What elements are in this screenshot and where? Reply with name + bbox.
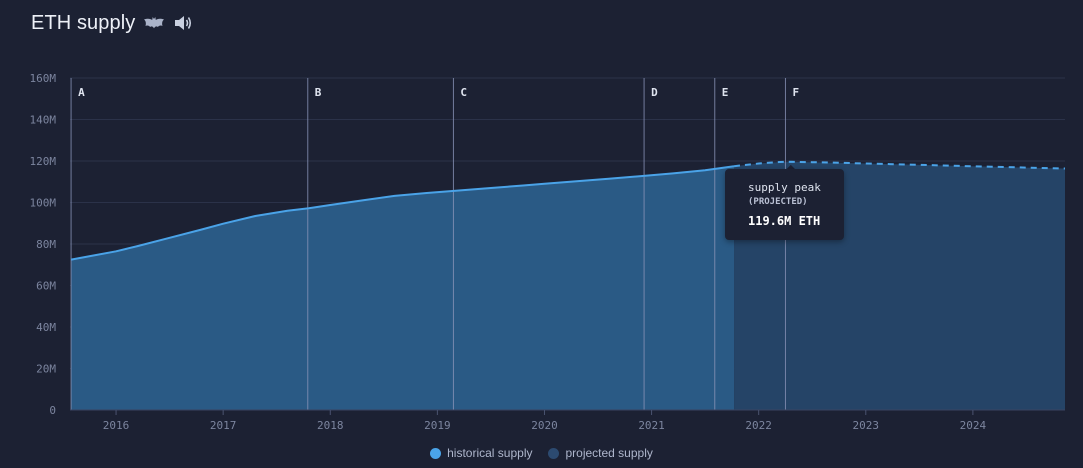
event-label: E (722, 86, 729, 99)
projected-supply-line (733, 160, 1066, 170)
historical-supply-line (70, 165, 735, 261)
legend-projected-label: projected supply (565, 446, 653, 460)
x-tick-label: 2016 (103, 419, 130, 432)
event-label: D (651, 86, 658, 99)
y-tick-label: 20M (36, 363, 56, 376)
event-label: F (792, 86, 799, 99)
x-tick-label: 2023 (853, 419, 880, 432)
chart-title: ETH supply (31, 11, 136, 34)
y-tick-label: 80M (36, 238, 56, 251)
y-tick-label: 40M (36, 321, 56, 334)
y-tick-label: 0 (49, 404, 56, 417)
y-tick-label: 100M (30, 197, 57, 210)
event-label: C (460, 86, 467, 99)
x-tick-label: 2022 (745, 419, 772, 432)
x-tick-label: 2017 (210, 419, 237, 432)
event-label: A (78, 86, 85, 99)
tooltip-title: supply peak (748, 181, 821, 194)
legend-projected-supply[interactable]: projected supply (548, 446, 653, 460)
x-tick-label: 2021 (638, 419, 665, 432)
event-label: B (315, 86, 322, 99)
legend-historical-label: historical supply (447, 446, 533, 460)
x-tick-label: 2020 (531, 419, 558, 432)
historical-supply-area (71, 166, 735, 410)
chart-legend: historical supply projected supply (0, 446, 1083, 460)
x-tick-label: 2018 (317, 419, 344, 432)
speaker-icon[interactable] (173, 14, 193, 32)
legend-dot-historical (430, 447, 442, 459)
legend-historical-supply[interactable]: historical supply (430, 446, 532, 460)
bat-icon[interactable] (143, 15, 165, 31)
x-tick-label: 2024 (960, 419, 987, 432)
y-tick-label: 120M (30, 155, 57, 168)
legend-dot-projected (548, 447, 560, 459)
tooltip-subtitle: (PROJECTED) (748, 197, 808, 207)
y-tick-label: 60M (36, 280, 56, 293)
x-tick-label: 2019 (424, 419, 451, 432)
y-tick-label: 160M (30, 72, 57, 85)
y-tick-label: 140M (30, 114, 57, 127)
supply-peak-tooltip: supply peak (PROJECTED) 119.6M ETH (725, 169, 844, 240)
chart-header: ETH supply (31, 10, 193, 36)
tooltip-value: 119.6M ETH (748, 214, 821, 228)
